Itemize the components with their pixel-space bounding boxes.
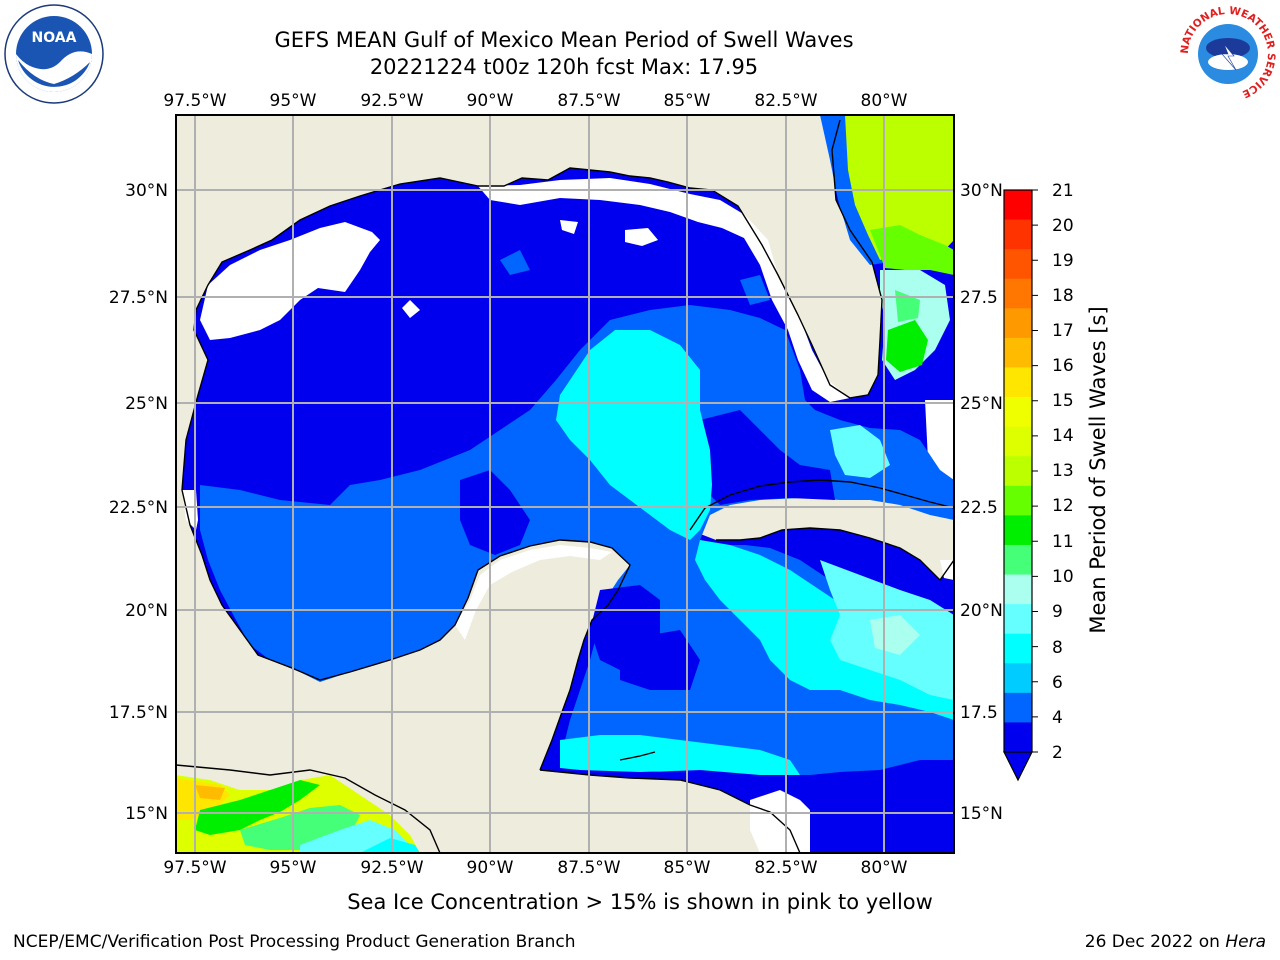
cb-tick: 21 [1052, 181, 1074, 201]
footer-credit: NCEP/EMC/Verification Post Processing Pr… [13, 932, 576, 952]
svg-text:80°W: 80°W [861, 858, 908, 878]
colorbar-segment [1004, 337, 1032, 368]
map-subtitle: 20221224 t00z 120h fcst Max: 17.95 [369, 55, 759, 79]
colorbar-segment [1004, 515, 1032, 546]
svg-text:90°W: 90°W [467, 858, 514, 878]
colorbar-segment [1004, 367, 1032, 398]
colorbar-segment [1004, 722, 1032, 753]
swell-period-12-13s [845, 115, 954, 260]
svg-text:87.5°W: 87.5°W [557, 91, 620, 111]
colorbar-segment [1004, 219, 1032, 250]
svg-text:25°N: 25°N [960, 394, 1003, 414]
svg-text:15°N: 15°N [960, 804, 1003, 824]
colorbar-segment [1004, 485, 1032, 516]
land-cuba [690, 480, 954, 580]
svg-text:92.5°W: 92.5°W [360, 91, 423, 111]
colorbar [1003, 189, 1038, 782]
svg-text:27.5°N: 27.5°N [109, 288, 168, 308]
svg-text:17.5: 17.5 [960, 703, 998, 723]
svg-text:30°N: 30°N [960, 181, 1003, 201]
colorbar-segment [1004, 397, 1032, 428]
colorbar-segment [1004, 190, 1032, 221]
sea-ice-note: Sea Ice Concentration > 15% is shown in … [347, 890, 933, 914]
cb-tick: 15 [1052, 391, 1074, 411]
svg-text:NOAA: NOAA [32, 30, 77, 46]
colorbar-segment [1004, 633, 1032, 664]
svg-text:27.5: 27.5 [960, 288, 998, 308]
svg-text:80°W: 80°W [861, 91, 908, 111]
svg-text:87.5°W: 87.5°W [557, 858, 620, 878]
svg-text:22.5°N: 22.5°N [109, 498, 168, 518]
colorbar-segment [1004, 426, 1032, 457]
svg-text:95°W: 95°W [270, 91, 317, 111]
lat-ticks-right: 30°N 27.5 25°N 22.5 20°N 17.5 15°N [960, 181, 1003, 824]
cb-tick: 20 [1052, 216, 1074, 236]
lat-ticks-left: 30°N 27.5°N 25°N 22.5°N 20°N 17.5°N 15°N [109, 181, 168, 824]
svg-text:15°N: 15°N [125, 804, 168, 824]
colorbar-segment [1004, 544, 1032, 576]
svg-text:82.5°W: 82.5°W [754, 91, 817, 111]
footer-date: 26 Dec 2022 on Hera [1084, 932, 1266, 952]
cb-tick: 6 [1052, 673, 1063, 693]
colorbar-segment [1004, 308, 1032, 339]
cb-tick: 10 [1052, 567, 1074, 587]
colorbar-segment [1004, 278, 1032, 309]
swell-period-2-4s [200, 305, 954, 775]
cb-tick: 19 [1052, 251, 1074, 271]
colorbar-ticks: 21 20 19 18 17 16 15 14 13 12 11 10 9 8 … [1052, 181, 1074, 763]
colorbar-segment [1004, 604, 1032, 635]
colorbar-segment [1004, 692, 1032, 723]
svg-text:17.5°N: 17.5°N [109, 703, 168, 723]
cb-tick: 2 [1052, 743, 1063, 763]
map-title: GEFS MEAN Gulf of Mexico Mean Period of … [274, 28, 854, 52]
svg-text:30°N: 30°N [125, 181, 168, 201]
cb-tick: 13 [1052, 461, 1074, 481]
cb-tick: 8 [1052, 638, 1063, 658]
cb-tick: 9 [1052, 602, 1063, 622]
cb-tick: 16 [1052, 356, 1074, 376]
map-frame [175, 114, 955, 854]
colorbar-segment [1004, 574, 1032, 605]
graticule [176, 115, 954, 853]
svg-text:85°W: 85°W [664, 91, 711, 111]
cb-tick: 12 [1052, 496, 1074, 516]
coastlines [176, 119, 954, 853]
lon-ticks-top: 97.5°W 95°W 92.5°W 90°W 87.5°W 85°W 82.5… [163, 91, 907, 111]
svg-text:25°N: 25°N [125, 394, 168, 414]
svg-text:92.5°W: 92.5°W [360, 858, 423, 878]
land-central-america [540, 770, 800, 853]
cb-tick: 14 [1052, 426, 1074, 446]
cb-tick: 4 [1052, 708, 1063, 728]
svg-text:97.5°W: 97.5°W [163, 91, 226, 111]
svg-text:22.5: 22.5 [960, 498, 998, 518]
land-us-mexico [176, 115, 954, 853]
colorbar-segment [1004, 249, 1032, 280]
svg-text:90°W: 90°W [467, 91, 514, 111]
colorbar-extension [1003, 751, 1033, 782]
svg-text:95°W: 95°W [270, 858, 317, 878]
footer-host: Hera [1225, 932, 1266, 952]
cb-tick: 18 [1052, 286, 1074, 306]
colorbar-segment [1004, 456, 1032, 487]
svg-text:82.5°W: 82.5°W [754, 858, 817, 878]
noaa-logo: NOAA [4, 4, 104, 104]
svg-text:20°N: 20°N [125, 601, 168, 621]
svg-text:97.5°W: 97.5°W [163, 858, 226, 878]
svg-text:85°W: 85°W [664, 858, 711, 878]
colorbar-segment [1004, 663, 1032, 694]
nws-logo: NATIONAL WEATHER SERVICE [1179, 5, 1277, 103]
swell-period-4-6s [556, 330, 712, 540]
svg-text:20°N: 20°N [960, 601, 1003, 621]
colorbar-label: Mean Period of Swell Waves [s] [1086, 306, 1110, 633]
cb-tick: 11 [1052, 532, 1074, 552]
lon-ticks-bottom: 97.5°W 95°W 92.5°W 90°W 87.5°W 85°W 82.5… [163, 858, 907, 878]
cb-tick: 17 [1052, 321, 1074, 341]
